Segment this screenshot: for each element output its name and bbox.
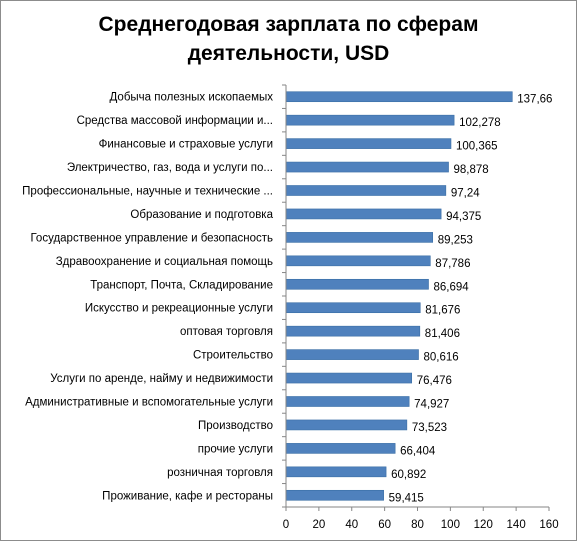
data-label-8: 87,786 [435,258,470,270]
bar-17 [285,466,387,478]
data-label-16: 66,404 [400,445,436,457]
category-label-14: Административные и вспомогательные услуг… [25,397,273,409]
bar-1 [285,91,513,103]
data-label-14: 74,927 [414,399,449,411]
bar-8 [285,255,431,267]
bar-9 [285,278,429,290]
data-label-7: 89,253 [438,234,473,246]
bar-15 [285,419,408,431]
category-label-12: Строительство [193,350,273,362]
data-label-3: 100,365 [456,141,498,153]
axis-layer [282,84,550,511]
x-tick-label-160: 160 [539,519,558,531]
x-tick-label-0: 0 [283,519,289,531]
data-label-18: 59,415 [389,492,424,504]
bar-18 [285,489,384,501]
category-label-3: Финансовые и страховые услуги [99,139,273,151]
data-label-11: 81,406 [425,328,460,340]
bar-13 [285,372,413,384]
data-label-17: 60,892 [391,469,426,481]
category-label-1: Добыча полезных ископаемых [110,92,274,104]
bar-12 [285,349,419,360]
x-tick-label-120: 120 [474,519,493,531]
bar-2 [285,114,455,126]
category-label-7: Государственное управление и безопасност… [30,232,273,244]
category-label-18: Проживание, кафе и рестораны [102,490,273,502]
category-labels: Добыча полезных ископаемых 137,66 Средства… [22,92,558,531]
data-label-15: 73,523 [412,422,447,434]
x-tick-label-80: 80 [411,519,424,531]
data-label-9: 86,694 [434,281,470,293]
category-label-16: прочие услуги [198,443,273,455]
data-label-10: 81,676 [425,305,460,317]
data-label-12: 80,616 [424,352,459,364]
x-tick-label-140: 140 [507,519,526,531]
category-label-17: розничная торговля [167,467,273,479]
category-label-2: Средства массовой информации и... [77,115,273,127]
category-label-5: Профессиональные, научные и технические … [22,186,273,198]
chart-title-line-1: Среднегодовая зарплата по сферам [98,13,479,36]
data-label-2: 102,278 [459,117,501,129]
category-label-15: Производство [198,420,273,432]
data-label-5: 97,24 [451,188,480,200]
bar-14 [285,396,410,407]
bar-10 [285,302,421,314]
x-tick-label-40: 40 [345,519,358,531]
category-label-8: Здравоохранение и социальная помощь [56,256,273,268]
chart-title-line-2: деятельности, USD [187,42,390,65]
category-label-6: Образование и подготовка [130,209,273,221]
x-tick-label-20: 20 [312,519,325,531]
category-label-11: оптовая торговля [180,326,273,338]
bar-5 [285,185,447,196]
x-tick-label-100: 100 [441,519,460,531]
category-label-13: Услуги по аренде, найму и недвижимости [50,373,273,385]
data-label-4: 98,878 [454,164,489,176]
category-label-4: Электричество, газ, вода и услуги по... [67,162,273,174]
bar-16 [285,443,396,454]
category-label-9: Транспорт, Почта, Складирование [90,279,273,291]
bar-11 [285,325,421,337]
x-tick-label-60: 60 [378,519,391,531]
bar-3 [285,138,452,149]
category-label-10: Искусство и рекреационные услуги [85,303,273,315]
bars-layer [285,91,513,501]
bar-7 [285,232,434,243]
chart-title: Среднегодовая зарплата по сферам деятель… [0,10,577,68]
bar-4 [285,161,449,173]
data-label-1: 137,66 [517,94,552,106]
data-label-13: 76,476 [417,375,452,387]
bar-6 [285,208,442,220]
data-label-6: 94,375 [446,211,481,223]
